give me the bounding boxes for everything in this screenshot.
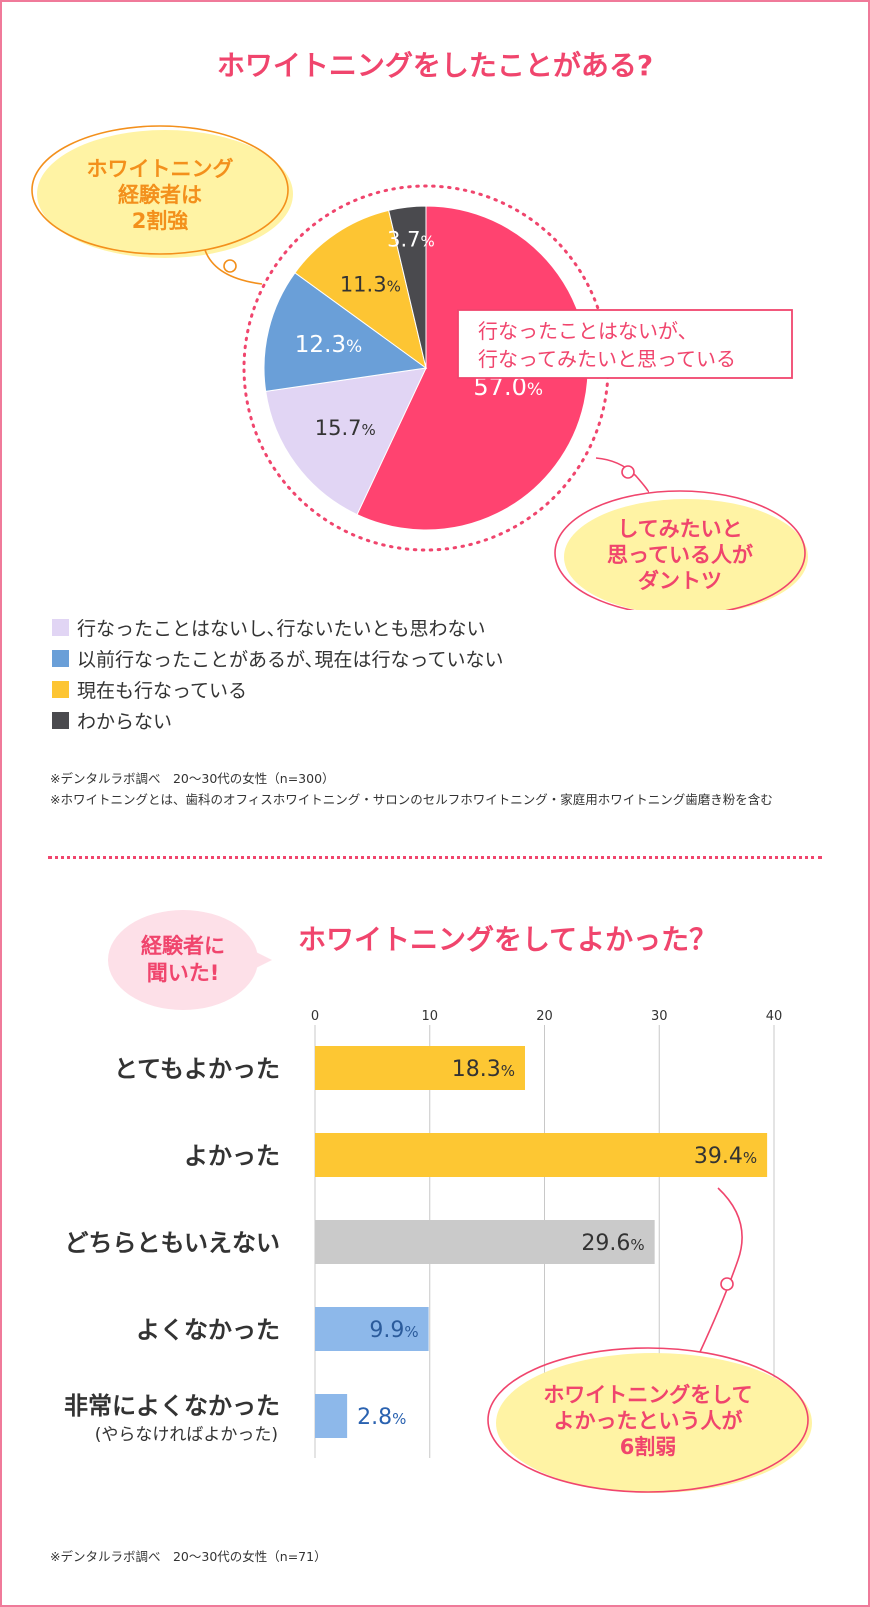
callout-main-line2: 行なってみたいと思っている [478, 347, 736, 371]
bubble-left-outline [31, 125, 289, 255]
bubble-right-tail [595, 457, 650, 493]
bubble-left-line1: ホワイトニング [87, 157, 234, 181]
pie-slice-label: 15.7% [315, 416, 376, 440]
bar [315, 1394, 348, 1438]
bar-ticks: 0 10 20 30 40 [311, 1009, 782, 1024]
bar-tick-label: 0 [311, 1009, 319, 1024]
bar-tick-label: 40 [766, 1009, 783, 1024]
pie-chart-title: ホワイトニングをしたことがある? [216, 49, 654, 82]
bar-value-label: 9.9% [369, 1318, 418, 1343]
bar-category-label: よかった [184, 1142, 280, 1170]
legend-swatch [52, 650, 69, 667]
pie-chart: 57.0%15.7%12.3%11.3%3.7% ホワイトニング 経験者は 2割… [31, 125, 808, 610]
bar-value-label: 29.6% [581, 1231, 644, 1256]
bubble-bar-line2: よかったという人が [554, 1409, 743, 1433]
bar-chart-title: ホワイトニングをしてよかった？ [298, 923, 717, 956]
pie-slice [265, 367, 427, 516]
bubble-left-fill [37, 130, 293, 258]
legend-swatch [52, 619, 69, 636]
bubble-bar: ホワイトニングをして よかったという人が 6割弱 [487, 1187, 812, 1493]
bubble-left-line3: 2割強 [132, 209, 189, 233]
bar-bars: 18.3% 39.4% 29.6% 9.9% 2.8% [315, 1046, 768, 1438]
bar-category-label: よくなかった [136, 1316, 280, 1344]
bubble-left: ホワイトニング 経験者は 2割強 [31, 125, 293, 285]
bar-category-label: どちらともいえない [64, 1229, 280, 1257]
pie-slice [388, 205, 427, 369]
bar-category-label: 非常によくなかった [64, 1392, 280, 1420]
pie-slice-label: 12.3% [295, 332, 362, 358]
tag-bubble-fill [108, 910, 258, 1010]
pie-slice [294, 209, 427, 370]
legend-label: わからない [77, 711, 173, 733]
bubble-bar-line1: ホワイトニングをして [543, 1383, 752, 1407]
bubble-right-fill [564, 499, 808, 610]
bar [315, 1220, 655, 1264]
legend-swatch [52, 712, 69, 729]
bar-value-label: 39.4% [694, 1144, 757, 1169]
pie-slice-label: 3.7% [387, 228, 435, 252]
bar-category-sublabel: (やらなければよかった) [95, 1425, 278, 1445]
legend-label: 現在も行なっている [77, 680, 248, 702]
bar-note-source: ※デンタルラボ調べ 20～30代の女性（n=71） [50, 1549, 327, 1564]
bar [315, 1133, 768, 1177]
bubble-bar-tail [699, 1187, 743, 1353]
callout-main-box [457, 309, 793, 379]
pie-note-source: ※デンタルラボ調べ 20～30代の女性（n=300） [50, 771, 335, 786]
legend-item: 現在も行なっている [52, 674, 504, 705]
pie-slice [263, 272, 428, 392]
bar-category-label: とてもよかった [114, 1055, 280, 1083]
tag-bubble: 経験者に 聞いた! [108, 910, 272, 1010]
bar-tick-label: 30 [651, 1009, 668, 1024]
callout-main-line1: 行なったことはないが、 [478, 319, 698, 343]
bubble-right: してみたいと 思っている人が ダントツ [554, 457, 808, 610]
bubble-right-line1: してみたいと [617, 517, 742, 541]
bubble-bar-outline [487, 1347, 809, 1493]
bubble-bar-fill [496, 1353, 812, 1493]
bar-chart: 経験者に 聞いた! ホワイトニングをしてよかった？ 0 10 20 30 40 18.3… [64, 910, 812, 1493]
pie-slice-label: 11.3% [340, 273, 401, 297]
legend-label: 行なったことはないし､行ないたいとも思わない [77, 618, 486, 640]
tag-line1: 経験者に [141, 934, 225, 958]
bubble-bar-tail-dot [720, 1277, 734, 1291]
bar-tick-label: 20 [536, 1009, 553, 1024]
section-divider [48, 856, 822, 859]
pie-note-definition: ※ホワイトニングとは、歯科のオフィスホワイトニング・サロンのセルフホワイトニング… [50, 792, 773, 807]
bar-tick-label: 10 [421, 1009, 438, 1024]
pie-legend: 行なったことはないし､行ないたいとも思わない 以前行なったことがあるが､現在は行… [52, 612, 504, 736]
bubble-right-line3: ダントツ [638, 569, 722, 593]
bubble-left-line2: 経験者は [118, 183, 202, 207]
bubble-left-tail-dot [223, 259, 237, 273]
legend-label: 以前行なったことがあるが､現在は行なっていない [77, 649, 504, 671]
bubble-left-tail [204, 249, 263, 285]
bar [315, 1046, 525, 1090]
callout-main: 行なったことはないが、 行なってみたいと思っている [457, 309, 793, 379]
bar-value-label: 2.8% [357, 1405, 406, 1430]
bar [315, 1307, 429, 1351]
bubble-bar-line3: 6割弱 [620, 1435, 677, 1459]
bubble-right-line2: 思っている人が [607, 543, 753, 567]
legend-item: 以前行なったことがあるが､現在は行なっていない [52, 643, 504, 674]
bubble-right-tail-dot [621, 465, 635, 479]
legend-swatch [52, 681, 69, 698]
tag-line2: 聞いた! [147, 961, 220, 985]
legend-item: 行なったことはないし､行ないたいとも思わない [52, 612, 504, 643]
pie-labels: 57.0%15.7%12.3%11.3%3.7% [295, 228, 543, 441]
legend-item: わからない [52, 705, 504, 736]
bubble-right-outline [554, 490, 806, 610]
bar-value-label: 18.3% [452, 1057, 515, 1082]
